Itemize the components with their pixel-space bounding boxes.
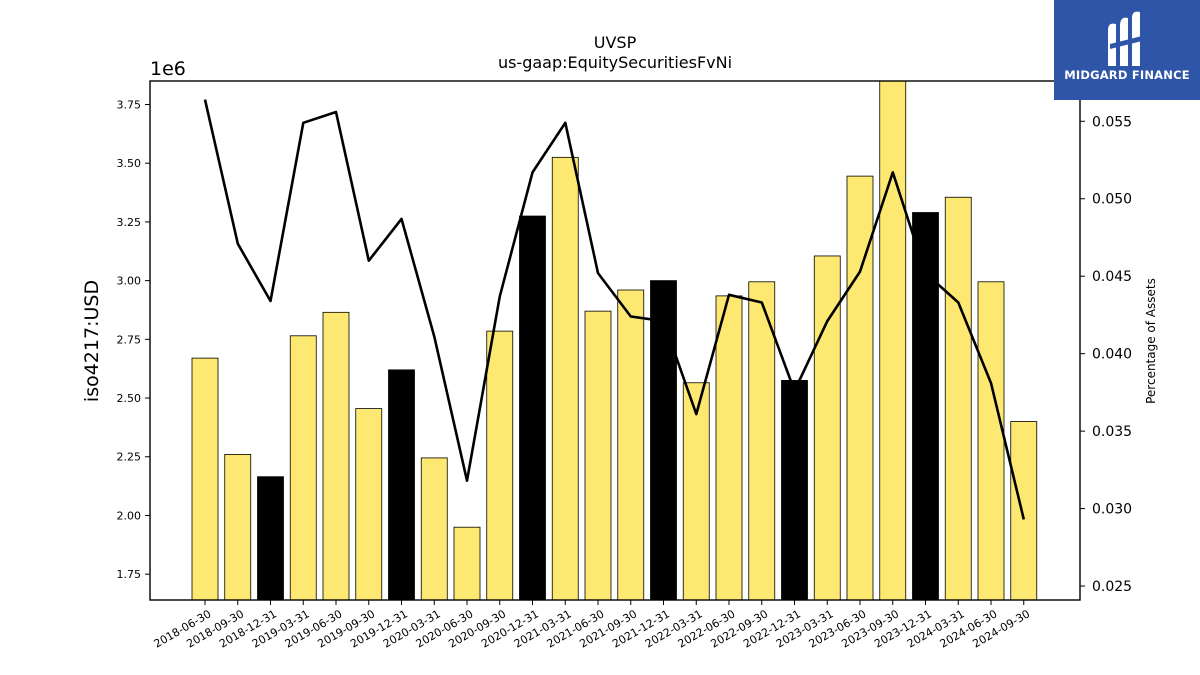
y-tick-label: 2.00: [117, 509, 142, 522]
y-tick-label: 3.50: [117, 157, 142, 170]
bar-2020-09-30: [486, 330, 514, 601]
bar-2023-03-31: [813, 255, 841, 601]
chart-title: UVSP: [594, 33, 637, 52]
y-tick-label: 3.25: [117, 216, 142, 229]
bar-2024-03-31: [944, 196, 972, 601]
bar-2019-03-31: [289, 335, 317, 601]
bar-2023-12-31: [912, 212, 939, 601]
brand-logo: MIDGARD FINANCE: [1054, 0, 1200, 100]
bar-2023-06-30: [846, 175, 874, 601]
bar-2019-12-31: [388, 369, 415, 601]
y2-tick-label: 0.030: [1092, 502, 1132, 518]
y2-tick-label: 0.055: [1092, 114, 1132, 130]
bar-2019-09-30: [355, 408, 383, 601]
bar-2021-06-30: [584, 310, 612, 601]
y2-tick-label: 0.050: [1092, 192, 1132, 208]
y2-tick-label: 0.040: [1092, 347, 1132, 363]
y2-tick-label: 0.035: [1092, 424, 1132, 440]
y2-tick-label: 0.025: [1092, 579, 1132, 595]
line-layer: [203, 99, 1026, 520]
midgard-logo-icon: [1108, 11, 1142, 67]
y-axis-label: iso4217:USD: [81, 280, 103, 402]
bar-2020-03-31: [420, 457, 448, 601]
bar-2018-12-31: [257, 476, 284, 601]
bar-2019-06-30: [322, 311, 350, 601]
bar-2024-09-30: [1010, 421, 1038, 601]
bar-2022-06-30: [715, 295, 743, 601]
bar-2022-03-31: [682, 382, 710, 601]
y-tick-label: 3.00: [117, 275, 142, 288]
bar-2021-12-31: [650, 280, 677, 601]
y2-tick-label: 0.045: [1092, 269, 1132, 285]
y-tick-label: 2.50: [117, 392, 142, 405]
y-tick-label: 1.75: [117, 568, 142, 581]
y2-axis-label: Percentage of Assets: [1144, 278, 1158, 404]
bar-2018-06-30: [191, 357, 219, 601]
plot-frame: [149, 80, 1081, 601]
chart-subtitle: us-gaap:EquitySecuritiesFvNi: [498, 53, 732, 72]
bar-2023-09-30: [879, 80, 907, 601]
bar-2022-12-31: [781, 380, 808, 601]
y-tick-label: 2.75: [117, 333, 142, 346]
y-tick-label: 3.75: [117, 98, 142, 111]
bars-layer: [191, 80, 1038, 601]
bar-2018-09-30: [224, 453, 252, 601]
bar-2020-06-30: [453, 526, 481, 601]
bar-2024-06-30: [977, 281, 1005, 601]
pct-assets-line: [203, 99, 1026, 520]
bar-2021-09-30: [617, 289, 645, 601]
bar-2021-03-31: [551, 156, 579, 601]
y-offset-label: 1e6: [150, 58, 186, 80]
y-tick-label: 2.25: [117, 451, 142, 464]
brand-name: MIDGARD FINANCE: [1064, 68, 1190, 82]
bar-2020-12-31: [519, 215, 546, 601]
bar-2022-09-30: [748, 281, 776, 601]
